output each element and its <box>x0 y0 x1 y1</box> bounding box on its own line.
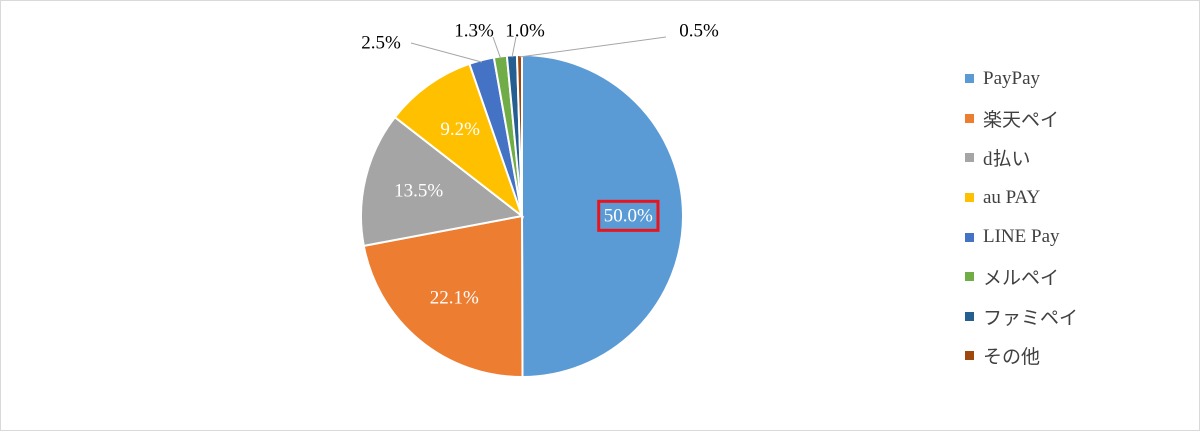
legend-label: ファミペイ <box>983 307 1079 329</box>
pie-slice <box>360 115 525 248</box>
legend-item: d払い <box>965 138 1078 178</box>
legend-item: au PAY <box>965 178 1078 218</box>
legend: PayPay 楽天ペイ d払い au PAY LINE Pay メルペイ ファミ… <box>965 59 1078 376</box>
leader-line <box>492 36 502 59</box>
data-label: 1.0% <box>505 21 545 42</box>
pie-slice <box>393 62 525 219</box>
pie-slice <box>521 53 684 379</box>
data-label: 0.5% <box>679 21 719 42</box>
legend-label: その他 <box>983 347 1041 369</box>
data-label: 22.1% <box>430 287 479 308</box>
data-label: 13.5% <box>394 181 443 202</box>
legend-item: ファミペイ <box>965 297 1078 337</box>
legend-label: メルペイ <box>983 268 1060 290</box>
legend-swatch <box>965 193 974 203</box>
legend-item: LINE Pay <box>965 217 1078 257</box>
legend-swatch <box>965 232 974 242</box>
legend-label: 楽天ペイ <box>983 109 1060 131</box>
highlight-box <box>597 199 660 232</box>
legend-swatch <box>965 74 974 84</box>
legend-item: PayPay <box>965 59 1078 99</box>
data-label: 9.2% <box>440 119 480 140</box>
legend-label: d払い <box>983 149 1031 171</box>
legend-swatch <box>965 113 974 123</box>
data-labels: 50.0% 22.1% 13.5% 9.2% 2.5% 1.3% 1.0% 0.5% <box>361 21 719 309</box>
data-label: 50.0% <box>604 205 653 226</box>
pie-slice <box>515 53 523 217</box>
legend-item: 楽天ペイ <box>965 99 1078 139</box>
pie-slice <box>362 214 524 378</box>
legend-item: その他 <box>965 336 1078 376</box>
leader-line <box>519 36 667 58</box>
legend-swatch <box>965 351 974 361</box>
legend-item: メルペイ <box>965 257 1078 297</box>
leader-line <box>511 36 517 58</box>
legend-swatch <box>965 272 974 282</box>
legend-swatch <box>965 311 974 321</box>
data-label: 1.3% <box>454 21 494 42</box>
legend-label: PayPay <box>983 67 1040 89</box>
leader-lines <box>410 36 667 63</box>
leader-line <box>410 42 483 63</box>
data-label: 2.5% <box>361 33 401 54</box>
legend-label: au PAY <box>983 186 1041 208</box>
legend-label: LINE Pay <box>983 226 1060 248</box>
legend-swatch <box>965 153 974 163</box>
pie-slices <box>360 53 684 379</box>
